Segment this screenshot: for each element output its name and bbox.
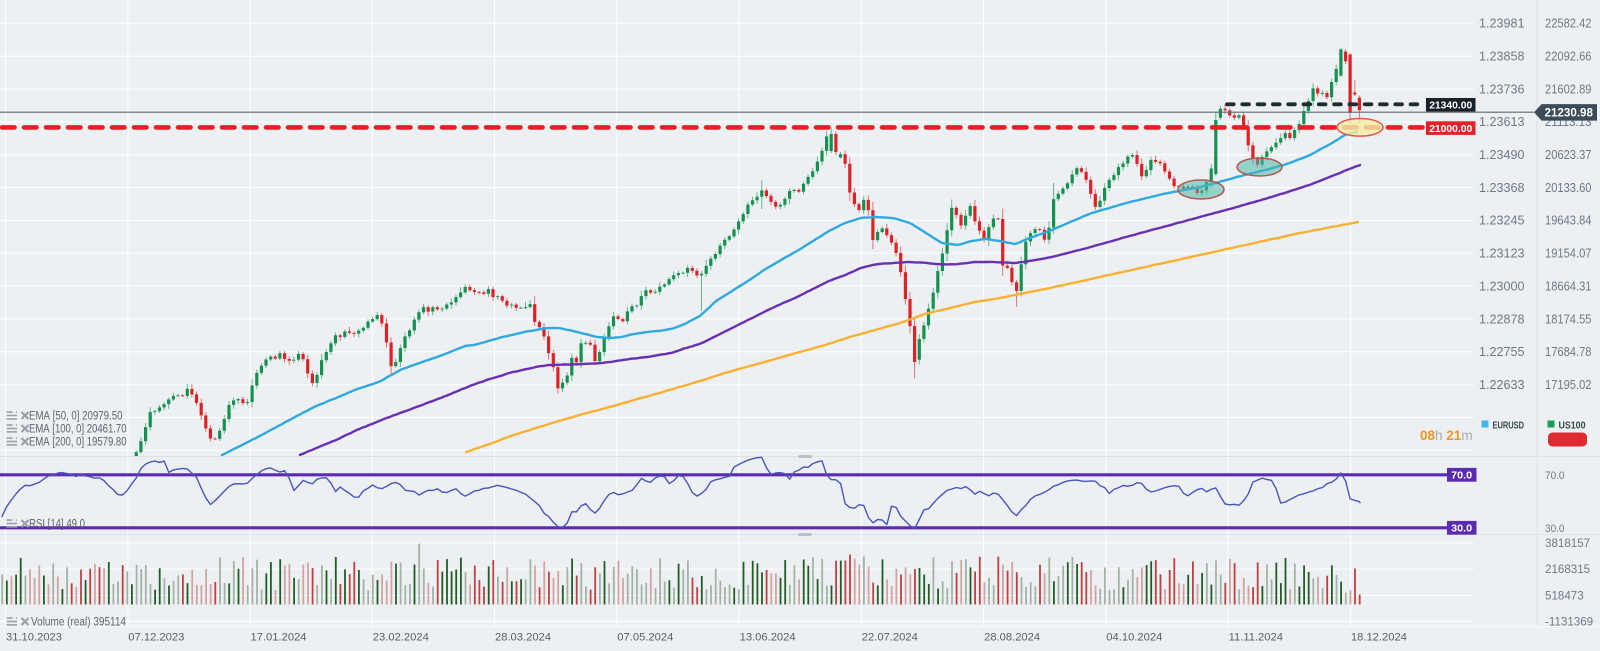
svg-text:70.0: 70.0: [1545, 470, 1565, 482]
svg-text:EMA [100, 0] 20461.70: EMA [100, 0] 20461.70: [29, 424, 127, 436]
svg-text:11.11.2024: 11.11.2024: [1229, 632, 1283, 644]
svg-text:EURUSD: EURUSD: [1493, 420, 1525, 431]
svg-text:18174.55: 18174.55: [1545, 312, 1592, 326]
svg-text:US100: US100: [1559, 420, 1586, 431]
svg-text:EMA [200, 0] 19579.80: EMA [200, 0] 19579.80: [29, 437, 127, 449]
svg-text:08h 21m: 08h 21m: [1420, 428, 1473, 443]
svg-text:EMA [50, 0] 20979.50: EMA [50, 0] 20979.50: [29, 411, 123, 423]
svg-text:23.02.2024: 23.02.2024: [373, 632, 429, 644]
svg-text:1.23368: 1.23368: [1479, 181, 1525, 195]
svg-text:70.0: 70.0: [1451, 471, 1472, 482]
svg-text:19154.07: 19154.07: [1545, 247, 1592, 261]
svg-text:07.12.2023: 07.12.2023: [128, 632, 184, 644]
svg-text:1.23490: 1.23490: [1479, 148, 1525, 162]
svg-text:20623.37: 20623.37: [1545, 148, 1592, 162]
svg-text:22.07.2024: 22.07.2024: [862, 632, 918, 644]
svg-text:1.23123: 1.23123: [1479, 247, 1525, 261]
svg-text:1.22755: 1.22755: [1479, 345, 1525, 359]
svg-text:21230.98: 21230.98: [1545, 106, 1594, 120]
svg-text:1.22633: 1.22633: [1479, 378, 1525, 392]
svg-text:28.08.2024: 28.08.2024: [984, 632, 1040, 644]
svg-text:30.0: 30.0: [1545, 523, 1565, 535]
svg-text:31.10.2023: 31.10.2023: [6, 632, 62, 644]
svg-text:1.23000: 1.23000: [1479, 279, 1525, 293]
svg-text:17195.02: 17195.02: [1545, 378, 1592, 392]
svg-text:1.23858: 1.23858: [1479, 50, 1525, 64]
svg-text:07.05.2024: 07.05.2024: [617, 632, 673, 644]
svg-text:RSI [14] 49.0: RSI [14] 49.0: [29, 519, 85, 531]
svg-text:1.22878: 1.22878: [1479, 312, 1525, 326]
svg-text:18.12.2024: 18.12.2024: [1351, 632, 1407, 644]
svg-text:1.23613: 1.23613: [1479, 115, 1525, 129]
svg-text:17.01.2024: 17.01.2024: [251, 632, 307, 644]
svg-text:-1131369: -1131369: [1545, 616, 1593, 629]
svg-text:19643.84: 19643.84: [1545, 214, 1592, 228]
svg-text:21340.00: 21340.00: [1429, 100, 1472, 112]
svg-text:28.03.2024: 28.03.2024: [495, 632, 551, 644]
svg-text:18664.31: 18664.31: [1545, 279, 1592, 293]
svg-text:22092.66: 22092.66: [1545, 50, 1592, 64]
svg-text:1.23736: 1.23736: [1479, 82, 1525, 96]
svg-text:1.23245: 1.23245: [1479, 214, 1525, 228]
svg-text:21000.00: 21000.00: [1429, 123, 1472, 135]
svg-text:Volume (real) 395114: Volume (real) 395114: [31, 617, 127, 629]
svg-text:518473: 518473: [1545, 590, 1584, 603]
svg-text:2168315: 2168315: [1545, 563, 1590, 576]
svg-text:04.10.2024: 04.10.2024: [1106, 632, 1162, 644]
svg-text:21602.89: 21602.89: [1545, 82, 1592, 96]
svg-text:20133.60: 20133.60: [1545, 181, 1592, 195]
svg-text:13.06.2024: 13.06.2024: [740, 632, 796, 644]
svg-text:22582.42: 22582.42: [1545, 17, 1592, 31]
svg-text:3818157: 3818157: [1545, 537, 1590, 550]
svg-text:30.0: 30.0: [1451, 524, 1472, 535]
svg-text:1.23981: 1.23981: [1479, 17, 1525, 31]
svg-text:17684.78: 17684.78: [1545, 345, 1592, 359]
